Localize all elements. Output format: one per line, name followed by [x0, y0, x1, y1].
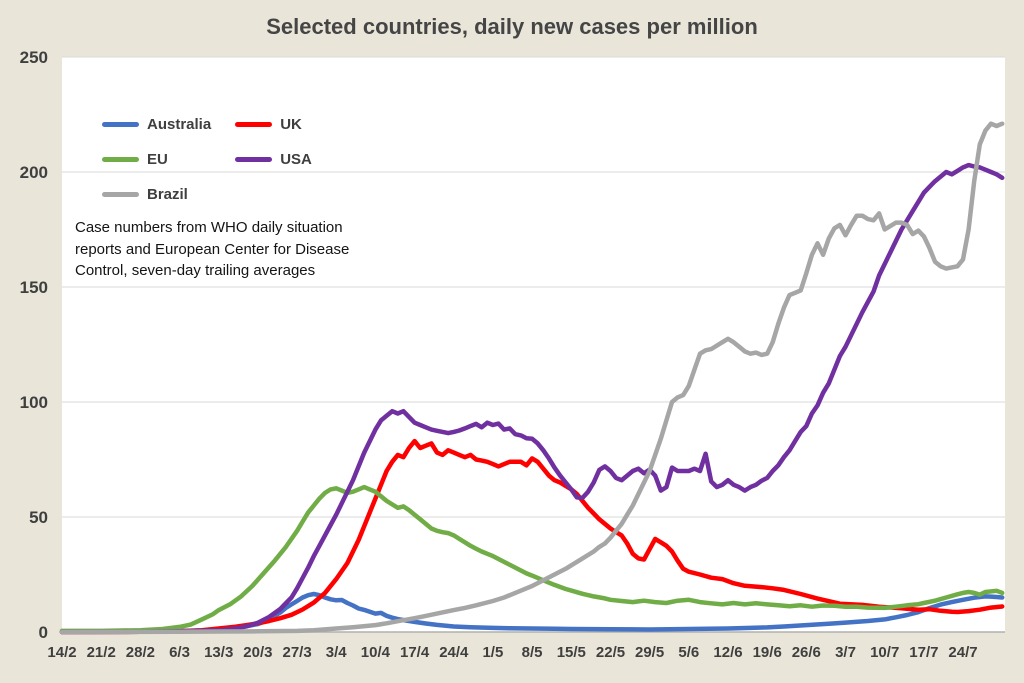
y-axis-label: 200 [20, 163, 48, 182]
x-axis-label: 29/5 [635, 644, 664, 661]
x-axis-label: 26/6 [792, 644, 821, 661]
y-axis-label: 0 [39, 623, 48, 642]
x-axis-label: 28/2 [126, 644, 155, 661]
x-axis-label: 10/4 [361, 644, 391, 661]
x-axis-label: 27/3 [282, 644, 311, 661]
x-axis-label: 15/5 [557, 644, 586, 661]
y-axis-label: 150 [20, 278, 48, 297]
legend-swatch-brazil [102, 192, 139, 197]
legend-item-uk: UK [235, 107, 312, 142]
x-axis-label: 24/4 [439, 644, 469, 661]
series-line-eu [59, 484, 1005, 634]
x-axis-label: 19/6 [753, 644, 782, 661]
legend-swatch-uk [235, 122, 273, 127]
x-axis-label: 1/5 [482, 644, 503, 661]
x-axis-label: 21/2 [87, 644, 116, 661]
x-axis-label: 13/3 [204, 644, 233, 661]
x-axis-label: 24/7 [948, 644, 977, 661]
x-axis-label: 8/5 [522, 644, 543, 661]
x-axis-label: 3/4 [326, 644, 348, 661]
source-note: Case numbers from WHO daily situation re… [75, 217, 349, 282]
legend-label: EU [147, 151, 168, 168]
legend-swatch-usa [235, 157, 273, 162]
source-note-line: reports and European Center for Disease [75, 240, 350, 258]
chart-legend: Australia EU Brazil UK USA [102, 107, 312, 212]
source-note-line: Control, seven-day trailing averages [75, 262, 316, 279]
legend-item-australia: Australia [102, 107, 211, 142]
source-note-line: Case numbers from WHO daily situation [75, 219, 343, 236]
legend-item-brazil: Brazil [102, 177, 211, 212]
x-axis-label: 3/7 [835, 644, 856, 661]
legend-label: USA [280, 151, 312, 168]
x-axis-label: 12/6 [713, 644, 742, 661]
chart-title: Selected countries, daily new cases per … [266, 14, 758, 39]
x-axis-label: 14/2 [47, 644, 76, 661]
legend-label: Australia [147, 116, 212, 133]
x-axis-label: 20/3 [243, 644, 272, 661]
legend-label: Brazil [147, 186, 188, 203]
x-axis-label: 17/7 [909, 644, 938, 661]
legend-swatch-australia [102, 122, 139, 127]
x-axis-label: 17/4 [400, 644, 430, 661]
y-axis-label: 250 [20, 48, 48, 67]
x-axis-label: 10/7 [870, 644, 899, 661]
series-line-brazil [59, 121, 1005, 635]
legend-label: UK [280, 116, 302, 133]
legend-swatch-eu [102, 157, 139, 162]
x-axis-label: 22/5 [596, 644, 625, 661]
series-line-usa [59, 162, 1005, 635]
y-axis-label: 100 [20, 393, 48, 412]
legend-item-usa: USA [235, 142, 312, 177]
x-axis-label: 5/6 [678, 644, 699, 661]
series-line-uk [59, 438, 1005, 635]
x-axis-label: 6/3 [169, 644, 190, 661]
y-axis-label: 50 [29, 508, 48, 527]
legend-item-eu: EU [102, 142, 211, 177]
